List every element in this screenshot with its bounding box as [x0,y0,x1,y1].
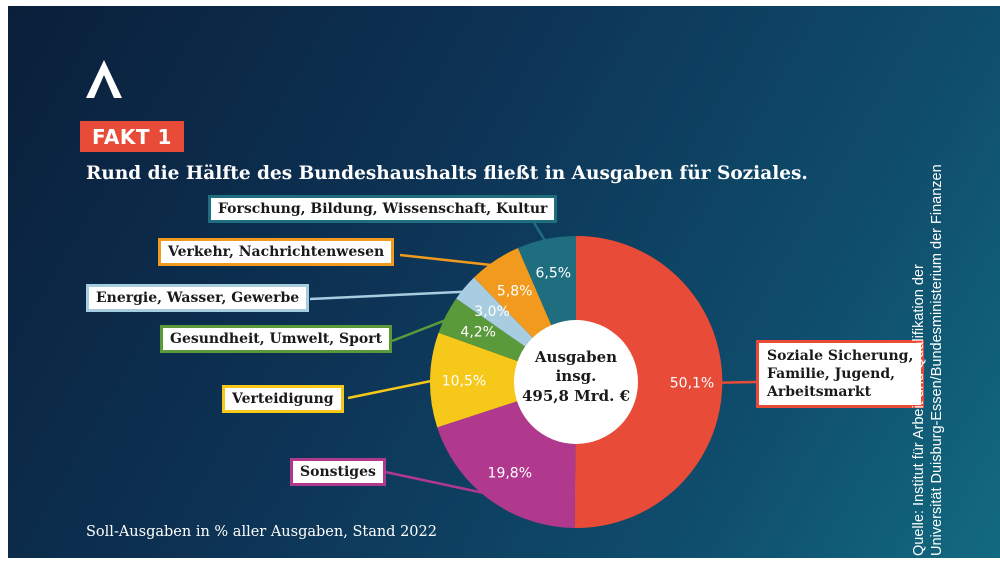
leader-line [399,253,499,268]
leader-line [347,378,437,400]
slice-value-label: 5,8% [497,284,533,300]
donut-slice [574,235,723,528]
category-label-line: Gesundheit, Umwelt, Sport [170,331,383,347]
slice-value-label: 3,0% [474,304,510,320]
category-label: Forschung, Bildung, Wissenschaft, Kultur [208,195,558,223]
center-label-line1: Ausgaben [534,348,617,366]
leader-line [375,468,494,497]
donut-center [514,320,638,444]
category-label-line: Familie, Jugend, [767,366,896,382]
category-label-line: Sonstiges [300,464,376,480]
logo-icon [86,60,122,98]
donut-slice [429,332,576,428]
leader-line [309,290,470,301]
source-line-1: Quelle: Institut für Arbeit und Qualifik… [911,264,927,556]
center-label-total: 495,8 Mrd. € [522,387,630,405]
leader-line [391,316,453,343]
slice-value-label: 10,5% [442,373,486,389]
footnote: Soll-Ausgaben in % aller Ausgaben, Stand… [86,524,437,540]
category-label: Soziale Sicherung, Familie, Jugend, Arbeit… [756,340,925,408]
category-label: Verteidigung [222,385,344,413]
source-note: Quelle: Institut für Arbeit und Qualifik… [911,104,1000,556]
slice-value-label: 19,8% [488,465,532,481]
category-label: Sonstiges [290,458,386,486]
category-label-line: Energie, Wasser, Gewerbe [96,290,300,306]
category-label-line: Forschung, Bildung, Wissenschaft, Kultur [218,201,548,217]
category-label-line: Arbeitsmarkt [767,384,872,400]
category-label-line: Verteidigung [232,391,334,407]
slice-value-label: 50,1% [670,376,714,392]
leader-line [715,380,757,384]
chart-title: Rund die Hälfte des Bundeshaushalts flie… [86,163,808,184]
category-label-line: Soziale Sicherung, [767,348,914,364]
infographic-card: FAKT 1 Rund die Hälfte des Bundeshaushal… [8,6,1000,558]
fact-badge: FAKT 1 [80,121,184,152]
donut-chart: Ausgaben insg. 495,8 Mrd. € 50,1% 19,8% 10… [309,212,757,528]
category-label: Verkehr, Nachrichtenwesen [158,238,395,266]
category-label-line: Verkehr, Nachrichtenwesen [168,244,385,260]
slice-value-label: 6,5% [536,265,572,281]
source-line-2: Universität Duisburg-Essen/Bundesministe… [929,164,945,556]
center-label-line2: insg. [556,367,597,385]
category-label: Gesundheit, Umwelt, Sport [160,325,393,353]
category-label: Energie, Wasser, Gewerbe [86,284,310,312]
slice-value-label: 4,2% [460,325,496,341]
